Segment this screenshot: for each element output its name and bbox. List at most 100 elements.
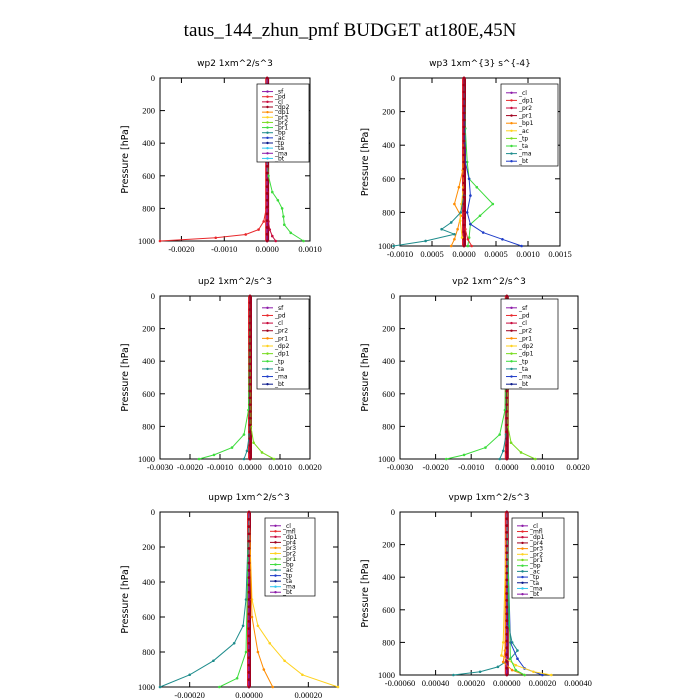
panel-2-ytick-label: 1000 — [378, 241, 395, 251]
panel-6-legend-label: _pr4 — [529, 540, 543, 547]
panel-6-legend-label: _bt — [529, 591, 540, 598]
panel-2-series-ac — [463, 77, 494, 247]
panel-4-ytick-label: 400 — [382, 356, 395, 366]
panel-1-legend-marker — [266, 121, 269, 124]
panel-3-legend-label: _pd — [274, 312, 286, 319]
panel-1-legend-marker — [266, 90, 269, 93]
panel-2-ytick-label: 0 — [391, 73, 395, 83]
panel-2-legend-marker — [510, 152, 513, 155]
panel-2-point — [463, 227, 467, 231]
panel-2-point — [453, 237, 456, 241]
panel-2-zero-marker — [462, 167, 466, 171]
panel-1-legend-label: _pr2 — [274, 119, 288, 126]
panel-6-point — [501, 641, 505, 644]
panel-2-point — [501, 237, 504, 241]
panel-2-point — [491, 202, 495, 206]
panel-4-legend-label: _pr2 — [518, 328, 532, 335]
panel-2-zero-marker — [462, 146, 466, 150]
panel-5-legend-marker — [274, 563, 277, 566]
panel-4-ytick-label: 200 — [382, 324, 395, 334]
panel-6-legend-label: _ac — [529, 568, 540, 575]
panel-2: wp3 1xm^{3} s^{-4} Pressure [hPa] 0 200 400 6… — [360, 59, 572, 259]
panel-5-zero-marker — [247, 517, 251, 521]
panel-4-xtick-label: -0.0010 — [458, 462, 484, 472]
panel-4-zero-marker — [505, 430, 509, 434]
panel-6-legend-label: _cl — [529, 523, 538, 530]
panel-2-legend-label: _ac — [518, 128, 529, 135]
panel-1-title: wp2 1xm^2/s^3 — [197, 59, 273, 69]
panel-4-legend-marker — [510, 375, 513, 378]
panel-5-legend-marker — [274, 585, 277, 588]
panel-1-legend-label: _ma — [274, 150, 288, 157]
panel-1-legend-label: _tp — [274, 140, 284, 147]
panel-5-legend-label: _tp — [282, 573, 292, 580]
panel-6-zero-marker — [505, 510, 509, 514]
panel-1: wp2 1xm^2/s^3 Pressure [hPa] 0 200 400 600 800… — [120, 59, 322, 254]
panel-4-legend-label: _dp2 — [518, 343, 534, 350]
panel-5-zero-marker — [247, 685, 251, 689]
panel-2-legend-label: _bp1 — [518, 120, 534, 127]
panel-5-point — [188, 673, 191, 677]
panel-3-zero-marker — [248, 437, 252, 441]
panel-1-point — [214, 236, 218, 240]
panel-5-point — [244, 650, 248, 654]
panel-5-zero-marker — [247, 612, 251, 616]
panel-5-zero-marker — [247, 510, 251, 514]
panel-5-point — [262, 668, 266, 671]
panel-4-legend-marker — [510, 329, 513, 332]
panel-2-point — [458, 219, 462, 223]
panel-2-legend-marker — [510, 160, 513, 163]
panel-3-zero-marker — [248, 376, 252, 379]
panel-3-legend-label: _dp1 — [274, 351, 290, 358]
panel-2-zero-marker — [462, 139, 466, 143]
panel-2-zero-marker — [462, 118, 466, 122]
panel-2-zero-marker — [462, 76, 466, 80]
panel-6-zero-marker — [505, 632, 509, 636]
panel-2-zero-marker — [462, 195, 466, 199]
panel-2-point — [457, 185, 461, 189]
panel-5-ylabel: Pressure [hPa] — [120, 565, 131, 633]
panel-5-ytick-label: 800 — [142, 647, 155, 657]
panel-2-ytick-label: 200 — [382, 107, 395, 117]
panel-3-point — [272, 457, 276, 461]
panel-1-zero-marker — [265, 76, 269, 80]
panel-6-zero-marker — [505, 530, 509, 534]
panel-3-zero-marker — [248, 450, 252, 454]
panel-6-zero-marker — [505, 585, 509, 589]
panel-4-legend-marker — [510, 314, 513, 317]
panel-4-ytick-label: 0 — [391, 291, 395, 301]
panel-6-ytick-label: 400 — [382, 572, 395, 582]
panel-5-title: upwp 1xm^2/s^3 — [208, 493, 289, 503]
panel-1-legend-marker — [266, 116, 269, 119]
panel-6-legend-marker — [521, 536, 524, 539]
panel-6-series-ac — [506, 511, 525, 676]
panel-3-zero-marker — [248, 410, 252, 413]
panel-6-zero-marker — [505, 626, 509, 629]
panel-3-legend-label: _dp2 — [274, 343, 290, 350]
panel-1-point — [262, 220, 266, 223]
panel-2-legend-marker — [510, 114, 513, 117]
panel-6-legend-marker — [521, 541, 524, 545]
panel-1-legend-marker — [266, 157, 269, 160]
panel-2-point — [460, 236, 464, 239]
figure-title: taus_144_zhun_pmf BUDGET at180E,45N — [183, 20, 517, 41]
panel-3-legend-marker — [266, 360, 269, 363]
panel-1-legend-marker — [266, 95, 269, 98]
panel-1-ytick-label: 800 — [142, 203, 155, 213]
panel-4-legend-label: _cl — [518, 320, 527, 327]
panel-6-zero-marker — [505, 592, 509, 595]
panel-5-legend-label: _ma — [282, 584, 296, 591]
panel-3-point — [260, 451, 264, 454]
panel-6-point — [510, 668, 514, 672]
panel-1-point — [270, 190, 274, 194]
panel-2-point — [449, 221, 453, 224]
panel-1-ytick-label: 400 — [142, 138, 155, 148]
panel-6-legend-label: _pr3 — [529, 546, 543, 553]
panel-3-ytick-label: 600 — [142, 389, 155, 399]
panel-3-legend-marker — [266, 306, 269, 310]
panel-5-legend-marker — [274, 541, 277, 544]
panel-3-zero-marker — [248, 348, 252, 352]
panel-3-legend-marker — [266, 375, 269, 378]
panel-1-zero-marker — [265, 164, 269, 168]
panel-3-zero-marker — [248, 335, 252, 339]
